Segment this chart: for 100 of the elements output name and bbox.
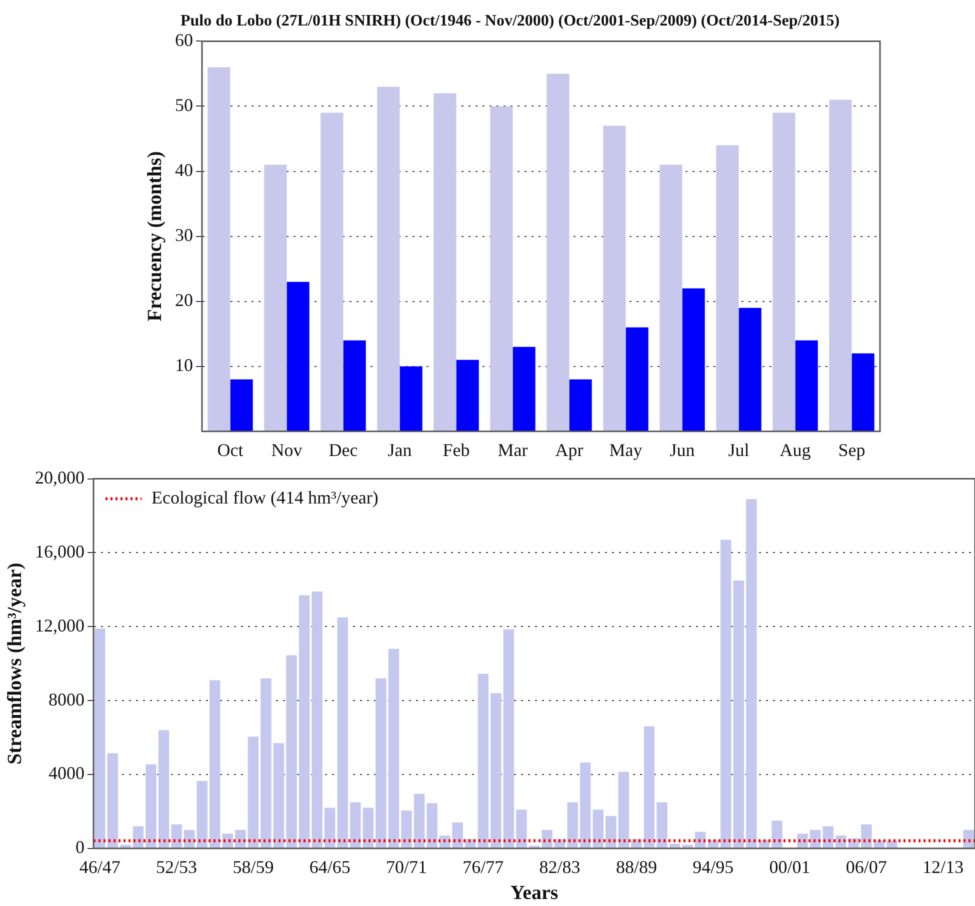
y-tick-label: 20,000 xyxy=(35,468,84,488)
bar xyxy=(264,164,287,432)
bar xyxy=(797,834,808,848)
legend-label: Ecological flow (414 hm³/year) xyxy=(152,488,378,508)
y-tick-label: 20 xyxy=(175,290,193,310)
bar xyxy=(298,595,310,848)
bar xyxy=(618,772,630,848)
bar xyxy=(171,824,182,848)
bar xyxy=(772,112,796,432)
bar xyxy=(656,802,668,848)
bar xyxy=(377,86,400,432)
x-tick-label: Jul xyxy=(728,440,750,460)
bar xyxy=(746,499,757,848)
bar xyxy=(963,830,974,848)
bar xyxy=(720,540,732,848)
bar xyxy=(546,74,570,432)
bar xyxy=(456,360,479,432)
y-tick-label: 30 xyxy=(175,225,193,246)
y-tick-label: 60 xyxy=(175,30,193,50)
x-tick-label: 06/07 xyxy=(846,856,887,877)
bar xyxy=(434,93,456,432)
bar xyxy=(196,780,208,848)
bar xyxy=(286,655,297,848)
x-tick-label: 46/47 xyxy=(79,856,120,877)
x-tick-label: Mar xyxy=(498,440,528,460)
bar xyxy=(248,736,259,848)
bar xyxy=(852,353,874,432)
x-tick-label: Jan xyxy=(388,440,412,460)
bar xyxy=(490,106,513,432)
bar xyxy=(343,340,366,432)
bar xyxy=(235,830,246,848)
bar xyxy=(107,753,118,848)
bar xyxy=(512,346,536,432)
x-tick-label: 12/13 xyxy=(922,856,964,877)
x-tick-label: 52/53 xyxy=(156,856,198,877)
bar xyxy=(158,730,170,848)
bar xyxy=(542,830,552,848)
bar xyxy=(362,808,374,848)
bar xyxy=(644,726,655,848)
y-tick-label: 8000 xyxy=(48,689,84,710)
bar xyxy=(886,841,898,848)
x-axis-title: Years xyxy=(510,882,558,904)
x-tick-label: Feb xyxy=(442,440,470,460)
bar xyxy=(94,628,106,848)
x-tick-label: Sep xyxy=(838,440,866,460)
bar xyxy=(682,844,693,848)
bar xyxy=(400,366,422,432)
bar xyxy=(660,164,682,432)
bar xyxy=(120,844,131,848)
bar xyxy=(273,743,284,848)
bar xyxy=(388,648,400,848)
x-tick-label: Apr xyxy=(555,440,584,460)
bar xyxy=(567,802,578,848)
bar xyxy=(230,379,253,432)
bar xyxy=(822,826,834,848)
x-tick-label: Aug xyxy=(780,440,811,460)
bar xyxy=(414,794,425,848)
y-tick-label: 0 xyxy=(76,837,84,858)
x-tick-label: Jun xyxy=(670,440,695,460)
x-tick-label: Nov xyxy=(271,440,302,460)
bar xyxy=(733,580,744,848)
x-tick-label: 00/01 xyxy=(769,856,810,877)
bar xyxy=(606,816,616,848)
y-tick-label: 40 xyxy=(175,160,193,180)
y-tick-label: 10 xyxy=(175,355,193,376)
y-tick-label: 4000 xyxy=(48,763,84,784)
bar xyxy=(132,826,144,848)
bar xyxy=(312,592,322,848)
x-tick-label: May xyxy=(609,440,642,460)
y-tick-label: 16,000 xyxy=(35,541,84,562)
bar xyxy=(829,100,852,432)
bar xyxy=(716,145,739,432)
bar xyxy=(682,288,705,432)
chart-title: Pulo do Lobo (27L/01H SNIRH) (Oct/1946 - Nov/2000) (Oct/2001-Sep/2009) (Oct/2014-Sep/2015) xyxy=(180,12,840,30)
bar xyxy=(503,629,514,848)
bar xyxy=(795,340,818,432)
bar xyxy=(452,822,463,848)
x-tick-label: Dec xyxy=(328,440,358,460)
bar xyxy=(478,674,489,848)
x-tick-label: 64/65 xyxy=(309,856,350,877)
bar xyxy=(592,810,604,848)
y-tick-label: 50 xyxy=(175,94,193,115)
bar xyxy=(210,680,220,848)
y-tick-label: 12,000 xyxy=(35,615,84,636)
bar xyxy=(490,693,502,848)
x-tick-label: 58/59 xyxy=(232,856,274,877)
bar xyxy=(861,824,872,848)
bar xyxy=(426,803,438,848)
bar xyxy=(286,282,310,432)
bar xyxy=(569,379,592,432)
bar xyxy=(324,808,336,848)
x-tick-label: 76/77 xyxy=(462,856,504,877)
bar xyxy=(772,820,782,848)
bar xyxy=(376,678,386,848)
bar xyxy=(320,112,344,432)
bar xyxy=(260,678,272,848)
bar xyxy=(401,810,412,848)
bar xyxy=(350,802,361,848)
x-tick-label: 70/71 xyxy=(386,856,428,877)
bar xyxy=(516,810,527,848)
